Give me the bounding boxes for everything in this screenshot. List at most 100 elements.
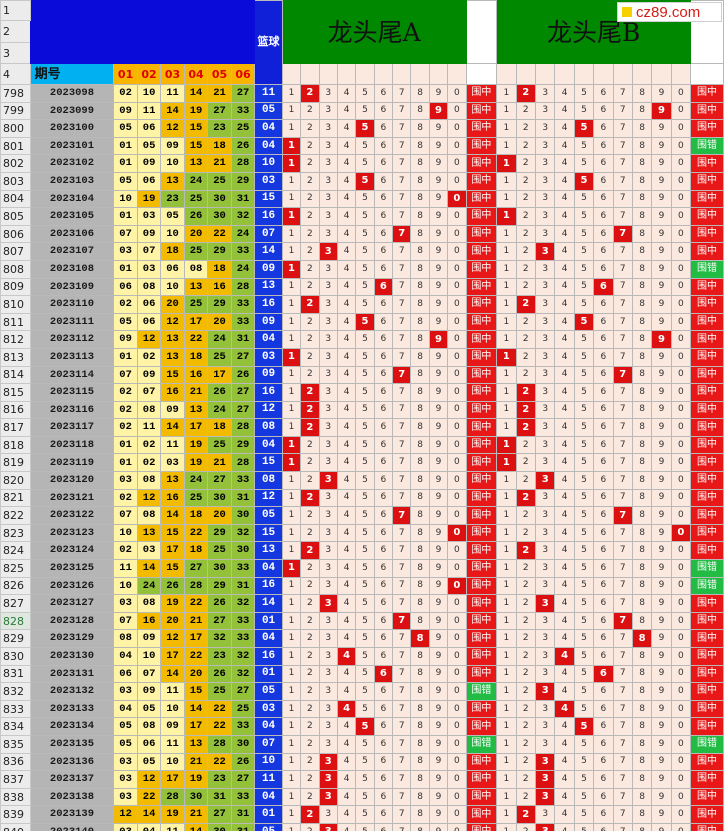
status-b[interactable]: 围中 xyxy=(690,365,724,385)
tail-b-digit[interactable]: 4 xyxy=(554,488,575,508)
tail-a-digit[interactable]: 9 xyxy=(428,119,449,138)
tail-b-digit[interactable]: 1 xyxy=(496,471,517,490)
tail-b-digit[interactable]: 1 xyxy=(496,295,517,314)
tail-b-digit[interactable]: 3 xyxy=(534,717,556,736)
tail-a-digit[interactable]: 5 xyxy=(355,224,375,244)
red-ball-number[interactable]: 14 xyxy=(183,84,209,103)
red-ball-number[interactable]: 07 xyxy=(113,224,138,244)
status-b[interactable]: 围中 xyxy=(690,805,724,824)
status-a[interactable]: 围中 xyxy=(465,119,498,138)
tail-b-digit[interactable]: 2 xyxy=(515,752,536,772)
red-ball-number[interactable]: 12 xyxy=(160,312,185,332)
tail-a-digit[interactable]: 3 xyxy=(318,383,338,402)
tail-a-digit[interactable]: 9 xyxy=(428,277,449,297)
tail-a-digit[interactable]: 9 xyxy=(428,717,449,736)
red-ball-number[interactable]: 17 xyxy=(160,770,185,789)
red-ball-number[interactable]: 24 xyxy=(183,171,209,191)
tail-a-digit[interactable]: 1 xyxy=(281,734,302,754)
tail-b-digit[interactable]: 9 xyxy=(651,224,672,244)
tail-b-digit[interactable]: 5 xyxy=(573,242,595,261)
red-ball-number[interactable]: 06 xyxy=(136,171,162,191)
tail-a-digit[interactable]: 2 xyxy=(300,136,320,156)
tail-b-digit[interactable]: 3 xyxy=(534,664,556,684)
tail-b-digit[interactable]: 1 xyxy=(496,365,517,385)
tail-b-digit[interactable]: 0 xyxy=(670,664,692,684)
tail-a-digit[interactable]: 0 xyxy=(447,418,467,437)
tail-a-digit[interactable]: 6 xyxy=(373,734,394,754)
tail-a-digit[interactable]: 4 xyxy=(336,400,357,420)
tail-b-digit[interactable]: 6 xyxy=(593,506,614,525)
blue-ball-number[interactable]: 04 xyxy=(254,629,283,648)
tail-b-hit[interactable]: 7 xyxy=(612,365,633,385)
status-b[interactable]: 围中 xyxy=(690,453,724,473)
tail-a-digit[interactable]: 6 xyxy=(373,259,394,279)
tail-a-digit[interactable]: 1 xyxy=(281,752,302,772)
tail-b-digit[interactable]: 3 xyxy=(534,154,556,173)
red-ball-number[interactable]: 01 xyxy=(113,435,138,455)
tail-a-digit[interactable]: 6 xyxy=(373,594,394,613)
tail-b-digit[interactable]: 4 xyxy=(554,770,575,789)
tail-b-digit[interactable]: 4 xyxy=(554,383,575,402)
blue-ball-number[interactable]: 13 xyxy=(254,277,283,297)
red-ball-number[interactable]: 29 xyxy=(230,435,256,455)
tail-b-digit[interactable]: 6 xyxy=(593,559,614,578)
tail-a-digit[interactable]: 0 xyxy=(447,347,467,367)
row-header[interactable]: 800 xyxy=(0,119,31,138)
issue-number[interactable]: 2023114 xyxy=(29,365,115,385)
tail-a-digit[interactable]: 6 xyxy=(373,435,394,455)
tail-b-hit[interactable]: 2 xyxy=(515,541,536,561)
row-header[interactable]: 825 xyxy=(0,559,31,578)
tail-a-digit[interactable]: 3 xyxy=(318,259,338,279)
tail-a-digit[interactable]: 8 xyxy=(410,717,430,736)
row-header[interactable]: 818 xyxy=(0,435,31,455)
red-ball-number[interactable]: 15 xyxy=(183,682,209,701)
tail-a-hit[interactable]: 7 xyxy=(392,365,412,385)
tail-b-digit[interactable]: 4 xyxy=(554,259,575,279)
tail-b-digit[interactable]: 3 xyxy=(534,734,556,754)
tail-b-digit[interactable]: 5 xyxy=(573,136,595,156)
tail-b-digit[interactable]: 9 xyxy=(651,576,672,596)
tail-b-digit[interactable]: 0 xyxy=(670,805,692,824)
tail-a-digit[interactable]: 6 xyxy=(373,752,394,772)
tail-b-digit[interactable]: 9 xyxy=(651,84,672,103)
status-a[interactable]: 围中 xyxy=(465,171,498,191)
tail-a-digit[interactable]: 3 xyxy=(318,629,338,648)
tail-a-digit[interactable]: 1 xyxy=(281,312,302,332)
status-a[interactable]: 围中 xyxy=(465,471,498,490)
tail-b-digit[interactable]: 0 xyxy=(670,682,692,701)
red-ball-number[interactable]: 26 xyxy=(160,576,185,596)
tail-a-digit[interactable]: 4 xyxy=(336,629,357,648)
header-blue-block[interactable] xyxy=(29,0,256,64)
tail-b-digit[interactable]: 2 xyxy=(515,224,536,244)
red-ball-number[interactable]: 11 xyxy=(160,734,185,754)
tail-a-digit[interactable]: 9 xyxy=(428,435,449,455)
tail-b-digit[interactable]: 4 xyxy=(554,629,575,648)
tail-b-digit[interactable]: 3 xyxy=(534,84,556,103)
tail-a-digit[interactable]: 0 xyxy=(447,136,467,156)
red-ball-number[interactable]: 20 xyxy=(160,295,185,314)
status-b[interactable]: 围中 xyxy=(690,189,724,209)
tail-b-digit[interactable]: 8 xyxy=(631,787,653,807)
tail-a-digit[interactable]: 1 xyxy=(281,488,302,508)
tail-b-hit[interactable]: 5 xyxy=(573,119,595,138)
status-b[interactable]: 围中 xyxy=(690,277,724,297)
tail-a-digit[interactable]: 5 xyxy=(355,400,375,420)
tail-a-digit[interactable]: 0 xyxy=(447,224,467,244)
status-a[interactable]: 围中 xyxy=(465,594,498,613)
tail-b-digit[interactable]: 8 xyxy=(631,101,653,121)
tail-b-digit[interactable]: 7 xyxy=(612,647,633,666)
tail-a-hit[interactable]: 1 xyxy=(281,435,302,455)
red-ball-number[interactable]: 26 xyxy=(230,136,256,156)
tail-b-hit[interactable]: 4 xyxy=(554,699,575,719)
tail-a-digit[interactable]: 9 xyxy=(428,752,449,772)
tail-a-digit[interactable]: 6 xyxy=(373,312,394,332)
tail-a-digit[interactable]: 4 xyxy=(336,171,357,191)
red-ball-number[interactable]: 30 xyxy=(230,506,256,525)
tail-a-digit[interactable]: 7 xyxy=(392,101,412,121)
tail-a-digit[interactable]: 6 xyxy=(373,770,394,789)
tail-a-digit[interactable]: 1 xyxy=(281,611,302,631)
tail-a-hit[interactable]: 8 xyxy=(410,629,430,648)
red-ball-number[interactable]: 05 xyxy=(160,207,185,226)
red-ball-number[interactable]: 02 xyxy=(113,84,138,103)
red-ball-number[interactable]: 28 xyxy=(230,277,256,297)
